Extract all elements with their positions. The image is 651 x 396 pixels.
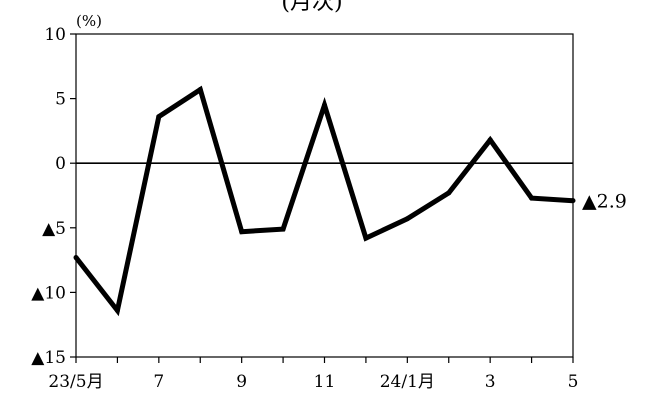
y-axis-unit: (%) bbox=[76, 12, 102, 30]
data-point bbox=[156, 114, 162, 120]
data-point bbox=[280, 226, 286, 232]
data-point bbox=[404, 216, 410, 222]
data-point bbox=[73, 255, 79, 261]
data-point bbox=[487, 137, 493, 143]
x-tick-label: 3 bbox=[485, 372, 496, 392]
x-tick-label: 5 bbox=[568, 372, 579, 392]
x-tick-label: 9 bbox=[236, 372, 247, 392]
data-point bbox=[570, 198, 576, 204]
data-point bbox=[197, 87, 203, 93]
chart-title: (月次) bbox=[281, 0, 342, 15]
plot-frame bbox=[75, 33, 574, 358]
end-value-label: ▲2.9 bbox=[582, 191, 627, 213]
y-tick-label: ▲15 bbox=[31, 348, 66, 368]
data-point bbox=[114, 307, 120, 313]
data-point bbox=[363, 235, 369, 241]
data-point bbox=[239, 229, 245, 235]
y-tick-label: ▲10 bbox=[31, 283, 66, 303]
data-point bbox=[446, 190, 452, 196]
x-tick-label: 23/5月 bbox=[48, 372, 103, 392]
y-axis: 10 5 0 ▲5 ▲10 ▲15 bbox=[31, 25, 76, 368]
series-line bbox=[74, 85, 574, 317]
y-tick-label: 10 bbox=[44, 25, 66, 45]
y-tick-label: 0 bbox=[55, 154, 66, 174]
x-tick-label: 24/1月 bbox=[380, 372, 435, 392]
y-tick-label: ▲5 bbox=[42, 219, 66, 239]
data-points bbox=[73, 87, 576, 313]
y-tick-label: 5 bbox=[55, 90, 66, 110]
x-tick-label: 11 bbox=[314, 372, 336, 392]
x-axis: 23/5月 7 9 11 24/1月 3 5 bbox=[48, 357, 578, 392]
data-point bbox=[529, 195, 535, 201]
data-point bbox=[322, 102, 327, 108]
x-tick-label: 7 bbox=[153, 372, 164, 392]
